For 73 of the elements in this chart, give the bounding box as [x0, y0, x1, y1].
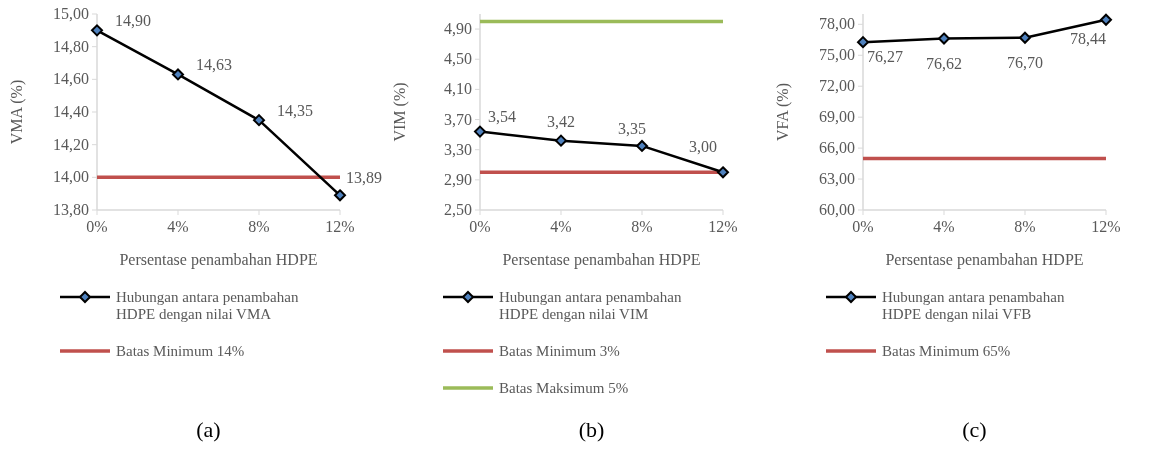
- x-tick-label: 12%: [708, 218, 738, 235]
- x-tick-label: 8%: [631, 218, 653, 235]
- point: [91, 24, 103, 37]
- legend-label: Batas Maksimum 5%: [499, 380, 629, 396]
- y-tick-label: 3,30: [444, 140, 472, 158]
- text: (b): [578, 417, 605, 442]
- point: [1100, 13, 1112, 26]
- data-label: 3,35: [618, 119, 646, 137]
- y-tick-label: 60,00: [819, 201, 855, 218]
- y-tick-label: 14,20: [53, 135, 89, 153]
- data-label: 78,44: [1070, 29, 1106, 47]
- point: [172, 68, 184, 81]
- point: [717, 166, 729, 179]
- y-tick-label: 75,00: [819, 46, 855, 64]
- x-axis-title: Persentase penambahan HDPE: [119, 251, 318, 269]
- y-tick-label: 14,80: [53, 37, 89, 55]
- data-label: 3,54: [488, 107, 516, 125]
- point: [857, 36, 869, 49]
- data-label: 3,00: [689, 138, 717, 156]
- text: (a): [196, 417, 221, 442]
- y-tick-label: 13,80: [53, 201, 89, 218]
- y-tick-label: 3,70: [444, 110, 472, 128]
- point: [334, 189, 346, 202]
- x-tick-label: 0%: [86, 218, 108, 235]
- x-tick-label: 12%: [1091, 218, 1121, 235]
- point: [253, 114, 265, 127]
- data-label: 76,70: [1007, 53, 1043, 71]
- x-axis-title: Persentase penambahan HDPE: [502, 251, 701, 269]
- point: [1019, 31, 1031, 44]
- y-tick-label: 63,00: [819, 170, 855, 188]
- x-tick-label: 0%: [852, 218, 874, 235]
- y-axis-title: VMA (%): [8, 79, 26, 145]
- y-tick-label: 2,90: [444, 170, 472, 188]
- legend-label: Hubungan antara penambahan HDPE dengan nilai VMA: [116, 289, 299, 322]
- y-axis-title: VFA (%): [774, 83, 792, 141]
- y-tick-label: 4,50: [444, 50, 472, 68]
- x-tick-label: 4%: [167, 218, 189, 235]
- data-label: 3,42: [547, 112, 575, 130]
- y-axis-title: VIM (%): [391, 82, 409, 142]
- y-tick-label: 15,00: [53, 5, 89, 22]
- x-tick-label: 8%: [1014, 218, 1036, 235]
- y-tick-label: 2,50: [444, 201, 472, 218]
- legend-label: Batas Minimum 3%: [499, 343, 620, 359]
- y-tick-label: 14,60: [53, 70, 89, 88]
- data-label: 76,27: [867, 48, 903, 66]
- point: [474, 125, 486, 138]
- legend-label: Hubungan antara penambahan HDPE dengan nilai VIM: [499, 289, 682, 322]
- data-label: 14,90: [115, 12, 151, 30]
- text: (c): [962, 417, 987, 442]
- x-tick-label: 0%: [469, 218, 491, 235]
- point: [555, 134, 567, 147]
- point: [636, 139, 648, 152]
- y-tick-label: 72,00: [819, 77, 855, 95]
- x-tick-label: 12%: [325, 218, 355, 235]
- x-tick-label: 8%: [248, 218, 270, 235]
- y-tick-label: 4,10: [444, 80, 472, 98]
- y-tick-label: 14,40: [53, 103, 89, 120]
- x-tick-label: 4%: [933, 218, 955, 235]
- x-axis-title: Persentase penambahan HDPE: [885, 251, 1084, 269]
- point: [938, 32, 950, 45]
- legend-label: Batas Minimum 65%: [882, 343, 1011, 359]
- y-tick-label: 66,00: [819, 139, 855, 157]
- legend-label: Hubungan antara penambahan HDPE dengan nilai VFB: [882, 289, 1065, 322]
- x-tick-label: 4%: [550, 218, 572, 235]
- y-tick-label: 69,00: [819, 108, 855, 126]
- y-tick-label: 78,00: [819, 15, 855, 33]
- legend-label: Batas Minimum 14%: [116, 343, 245, 359]
- y-tick-label: 14,00: [53, 168, 89, 186]
- data-label: 76,62: [926, 54, 962, 72]
- y-tick-label: 4,90: [444, 20, 472, 38]
- data-label: 14,63: [196, 56, 232, 74]
- data-label: 14,35: [277, 102, 313, 120]
- data-label: 13,89: [346, 169, 382, 187]
